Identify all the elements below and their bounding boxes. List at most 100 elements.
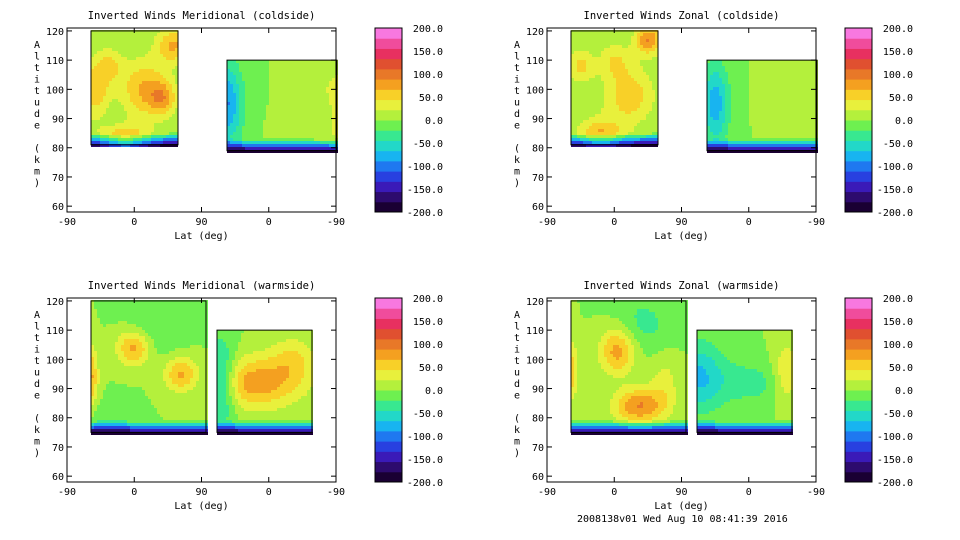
y-tick-label: 60 xyxy=(532,202,544,213)
colorbar-swatch xyxy=(845,430,872,442)
colorbar-swatch xyxy=(375,410,402,422)
panel-1: Inverted Winds Meridional (coldside) -90 0… xyxy=(34,10,443,242)
x-tick-label: -90 xyxy=(327,217,345,228)
colorbar-tick-label: -150.0 xyxy=(407,185,443,196)
y-tick-label: 100 xyxy=(526,355,544,366)
y-tick-label: 90 xyxy=(532,115,544,126)
colorbar: 200.0 150.0 100.0 50.0 0.0 -50.0 -100.0 -150.0 -… xyxy=(374,24,443,219)
colorbar-swatch xyxy=(375,171,402,182)
colorbar-swatch xyxy=(845,79,872,90)
colorbar-swatch xyxy=(845,38,872,49)
colorbar-tick-label: -100.0 xyxy=(877,432,913,443)
colorbar-swatch xyxy=(375,160,402,172)
colorbar-tick-label: -150.0 xyxy=(877,455,913,466)
y-tick-label: 120 xyxy=(526,297,544,308)
colorbar-tick-label: 200.0 xyxy=(413,24,443,35)
colorbar-swatch xyxy=(845,89,872,101)
colorbar-swatch xyxy=(375,130,402,141)
colorbar-tick-label: 150.0 xyxy=(413,317,443,328)
colorbar-frame xyxy=(844,27,873,213)
x-tick-label: 0 xyxy=(266,487,272,498)
y-tick-label: 100 xyxy=(46,355,64,366)
chart-title: Inverted Winds Zonal (coldside) xyxy=(584,10,780,22)
colorbar-swatch xyxy=(845,201,872,213)
x-axis-label: Lat (deg) xyxy=(174,231,228,242)
colorbar-tick-label: -150.0 xyxy=(877,185,913,196)
colorbar-swatch xyxy=(845,160,872,172)
colorbar-tick-label: 0.0 xyxy=(895,116,913,127)
data-segment-1 xyxy=(90,300,208,435)
colorbar-swatch xyxy=(375,109,402,121)
segment-outline xyxy=(696,329,793,433)
colorbar-swatch xyxy=(845,308,872,319)
x-tick-label: 0 xyxy=(746,217,752,228)
x-tick-label: -90 xyxy=(807,487,825,498)
segment-outline xyxy=(226,59,338,152)
colorbar-swatch xyxy=(375,420,402,432)
colorbar-swatch xyxy=(375,369,402,381)
colorbar-tick-label: 200.0 xyxy=(883,24,913,35)
x-tick-label: 0 xyxy=(266,217,272,228)
colorbar-tick-label: 0.0 xyxy=(425,386,443,397)
segment-outline xyxy=(90,300,207,433)
x-axis-label: Lat (deg) xyxy=(654,231,708,242)
colorbar-swatch xyxy=(845,451,872,463)
y-tick-label: 70 xyxy=(52,443,64,454)
colorbar-swatch xyxy=(845,58,872,70)
y-tick-label: 70 xyxy=(532,173,544,184)
colorbar-swatch xyxy=(845,171,872,182)
x-tick-label: 0 xyxy=(746,487,752,498)
colorbar-swatch xyxy=(375,298,402,309)
x-tick-label: -90 xyxy=(327,487,345,498)
colorbar-swatch xyxy=(375,359,402,371)
colorbar-swatch xyxy=(375,349,402,360)
data-segment-1 xyxy=(90,30,179,147)
colorbar-tick-label: 150.0 xyxy=(883,317,913,328)
y-tick-label: 60 xyxy=(532,472,544,483)
y-tick-label: 90 xyxy=(532,385,544,396)
colorbar-swatch xyxy=(845,461,872,473)
y-tick-label: 110 xyxy=(46,326,64,337)
y-tick-label: 60 xyxy=(52,202,64,213)
colorbar-swatch xyxy=(845,410,872,422)
data-segment-1 xyxy=(570,30,659,147)
colorbar-tick-label: -50.0 xyxy=(883,139,913,150)
colorbar-swatch xyxy=(845,328,872,340)
colorbar-swatch xyxy=(845,379,872,391)
colorbar-swatch xyxy=(845,68,872,80)
data-segment-1 xyxy=(570,300,688,435)
colorbar-swatch xyxy=(375,451,402,463)
y-tick-label: 110 xyxy=(46,56,64,67)
colorbar-swatch xyxy=(375,318,402,330)
colorbar-frame xyxy=(374,297,403,483)
colorbar-swatch xyxy=(375,379,402,391)
colorbar-swatch xyxy=(845,349,872,360)
colorbar-swatch xyxy=(375,328,402,340)
y-tick-label: 80 xyxy=(532,414,544,425)
colorbar-swatch xyxy=(375,338,402,350)
x-tick-label: -90 xyxy=(58,487,76,498)
colorbar-tick-label: 150.0 xyxy=(883,47,913,58)
y-tick-label: 70 xyxy=(52,173,64,184)
colorbar-swatch xyxy=(845,140,872,152)
colorbar-swatch xyxy=(845,369,872,381)
colorbar-swatch xyxy=(375,140,402,152)
colorbar-swatch xyxy=(845,400,872,411)
x-tick-label: 0 xyxy=(611,487,617,498)
x-axis-label: Lat (deg) xyxy=(654,501,708,512)
x-tick-label: 0 xyxy=(611,217,617,228)
colorbar-swatch xyxy=(845,99,872,111)
colorbar-tick-label: 0.0 xyxy=(895,386,913,397)
colorbar-tick-label: -200.0 xyxy=(407,208,443,219)
y-tick-label: 120 xyxy=(526,27,544,38)
colorbar-swatch xyxy=(375,99,402,111)
y-tick-label: 110 xyxy=(526,326,544,337)
y-tick-label: 80 xyxy=(52,144,64,155)
colorbar-swatch xyxy=(375,28,402,39)
segment-outline xyxy=(706,59,818,152)
colorbar-swatch xyxy=(375,191,402,203)
